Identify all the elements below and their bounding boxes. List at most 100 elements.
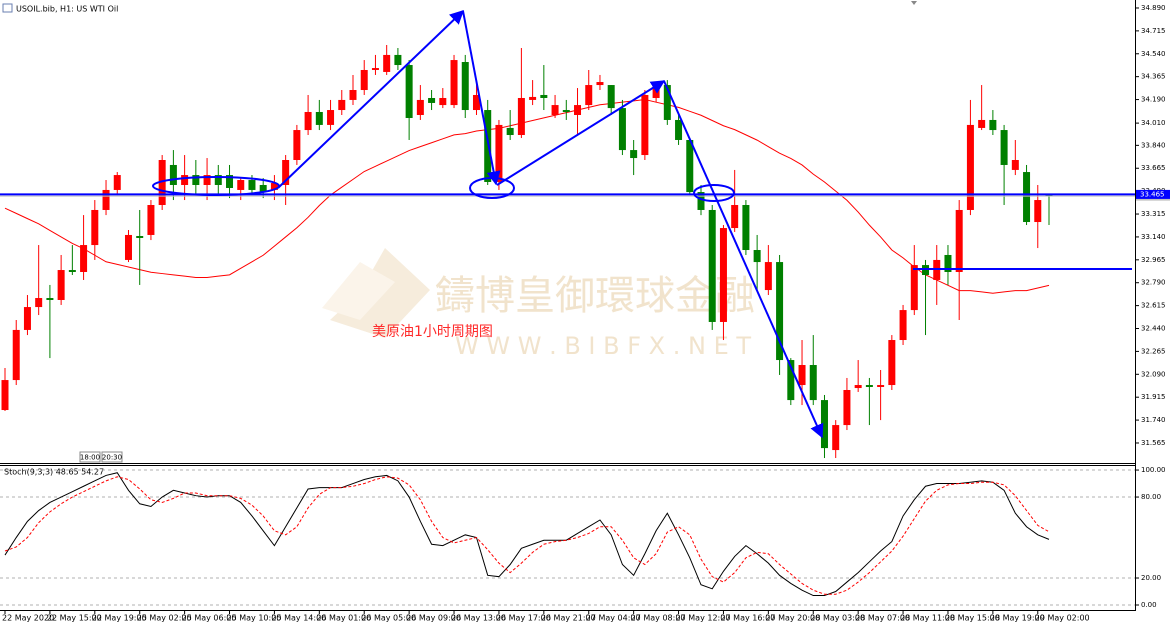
x-tick-label: 22 May 19:00 (92, 614, 147, 623)
highlight-ellipse (469, 177, 515, 199)
candle-body (910, 265, 918, 311)
candle-body (888, 340, 896, 386)
candle-body (57, 270, 65, 300)
x-tick-label: 25 May 02:00 (137, 614, 192, 623)
y-tick-label: 34.715 (1141, 27, 1166, 35)
candle-body (450, 60, 458, 106)
y-tick-label: 32.440 (1141, 325, 1166, 333)
candle-body (214, 175, 222, 185)
chart-title: USOIL.bib, H1: US WTI Oil (16, 5, 118, 14)
watermark-logo (322, 262, 395, 320)
candle-body (327, 110, 335, 125)
trend-arrow (462, 10, 501, 186)
candle-body (719, 228, 727, 322)
candle-body (742, 205, 750, 251)
candle-body (607, 85, 615, 109)
watermark-url: W W W . B I B F X . N E T (455, 332, 751, 360)
candle-body (113, 175, 121, 190)
y-tick-label: 33.665 (1141, 164, 1166, 172)
candle-body (237, 180, 245, 190)
candle-body (349, 90, 357, 100)
candle-body (282, 160, 290, 185)
trend-arrow (277, 10, 465, 189)
symbol-icon (2, 3, 13, 13)
x-tick-label: 28 May 19:00 (990, 614, 1045, 623)
x-tick-label: 26 May 01:00 (316, 614, 371, 623)
y-tick-label: 34.010 (1141, 119, 1166, 127)
candle-body (753, 250, 761, 263)
candle-body (1023, 172, 1031, 223)
candle-body (922, 265, 930, 276)
x-tick-label: 25 May 10:00 (227, 614, 282, 623)
candle-body (293, 130, 301, 161)
time-box (101, 451, 123, 463)
candle-body (978, 119, 986, 128)
candle-body (68, 270, 76, 272)
candle-body (136, 236, 144, 238)
candle-body (966, 124, 974, 210)
candle-body (686, 139, 694, 193)
candle-body (80, 245, 88, 272)
y-tick-label: 32.265 (1141, 347, 1166, 355)
candle-body (832, 425, 840, 451)
candle-body (495, 124, 503, 182)
candle-body (484, 110, 492, 182)
candle-body (675, 119, 683, 140)
candle-body (169, 164, 177, 185)
y-tick-label: 33.315 (1141, 210, 1166, 218)
y-tick-label: 34.890 (1141, 4, 1166, 12)
stoch-line (4, 472, 1050, 597)
candle-body (899, 310, 907, 341)
y-tick-label: 0.00 (1141, 601, 1157, 609)
candle-body (1011, 160, 1019, 170)
y-tick-label: 34.190 (1141, 96, 1166, 104)
x-tick-label: 28 May 03:00 (810, 614, 865, 623)
candle-body (865, 385, 873, 387)
candle-body (428, 97, 436, 103)
x-tick-label: 28 May 15:00 (945, 614, 1000, 623)
trend-arrow (663, 80, 824, 439)
y-tick-label: 33.140 (1141, 233, 1166, 241)
x-tick-label: 27 May 16:00 (720, 614, 775, 623)
candle-body (809, 365, 817, 401)
candle-body (259, 184, 267, 193)
candle-body (203, 175, 211, 185)
candle-body (989, 119, 997, 131)
candle-body (304, 111, 312, 131)
y-tick-label: 32.615 (1141, 302, 1166, 310)
candle-body (540, 94, 548, 98)
candle-body (405, 65, 413, 119)
price-label-box (1136, 189, 1170, 199)
y-tick-label: 20.00 (1141, 574, 1161, 582)
y-tick-label: 34.540 (1141, 50, 1166, 58)
candle-body (102, 189, 110, 210)
x-tick-label: 22 May 15:00 (47, 614, 102, 623)
candle-body (91, 209, 99, 246)
candle-body (731, 205, 739, 229)
time-box (79, 451, 101, 463)
candle-body (585, 85, 593, 106)
drawings (152, 10, 1132, 439)
x-tick-label: 27 May 20:00 (765, 614, 820, 623)
y-tick-label: 31.565 (1141, 439, 1166, 447)
highlight-ellipse (693, 184, 735, 202)
candle-body (843, 389, 851, 426)
candle-body (338, 99, 346, 111)
candle-body (630, 150, 638, 159)
x-tick-label: 22 May 2020 (2, 614, 54, 623)
highlight-ellipse (152, 176, 280, 196)
candle-body (46, 298, 54, 300)
candle-body (439, 97, 447, 106)
candle-body (416, 99, 424, 115)
candle-body (226, 175, 234, 188)
candle-body (551, 105, 559, 115)
candle-body (776, 262, 784, 361)
y-tick-label: 100.00 (1141, 466, 1166, 474)
moving-average (4, 99, 1050, 294)
candle-body (944, 254, 952, 272)
x-tick-label: 25 May 06:00 (182, 614, 237, 623)
candle-body (663, 85, 671, 120)
y-tick-label: 80.00 (1141, 493, 1161, 501)
